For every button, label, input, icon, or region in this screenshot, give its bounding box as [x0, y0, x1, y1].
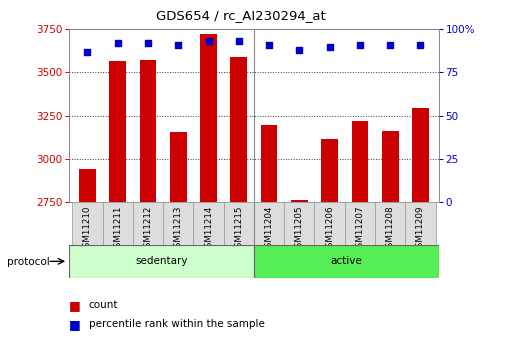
Bar — [382, 131, 399, 202]
Text: GSM11207: GSM11207 — [356, 205, 364, 253]
Text: protocol: protocol — [7, 257, 49, 266]
Text: count: count — [89, 300, 119, 310]
Bar — [321, 139, 338, 202]
Point — [83, 49, 91, 55]
Text: ■: ■ — [69, 299, 81, 312]
Point — [113, 40, 122, 46]
Bar — [109, 61, 126, 202]
Point — [356, 42, 364, 48]
Point — [174, 42, 182, 48]
Bar — [291, 200, 308, 202]
Text: GSM11204: GSM11204 — [265, 205, 273, 253]
Bar — [193, 202, 224, 245]
Bar — [405, 202, 436, 245]
Bar — [69, 245, 254, 278]
Text: sedentary: sedentary — [135, 256, 188, 266]
Bar — [345, 202, 375, 245]
Text: percentile rank within the sample: percentile rank within the sample — [89, 319, 265, 329]
Bar — [224, 202, 254, 245]
Bar — [140, 60, 156, 202]
Text: active: active — [330, 256, 362, 266]
Bar — [230, 57, 247, 202]
Bar — [103, 202, 133, 245]
Bar — [163, 202, 193, 245]
Text: GSM11213: GSM11213 — [174, 205, 183, 253]
Bar — [200, 34, 217, 202]
Point — [265, 42, 273, 48]
Text: GSM11214: GSM11214 — [204, 205, 213, 253]
Point — [386, 42, 394, 48]
Text: GSM11210: GSM11210 — [83, 205, 92, 253]
Bar — [375, 202, 405, 245]
Text: GSM11211: GSM11211 — [113, 205, 122, 253]
Point — [326, 44, 334, 49]
Bar — [170, 132, 187, 202]
Text: GSM11209: GSM11209 — [416, 205, 425, 253]
Text: ■: ■ — [69, 318, 81, 331]
Text: GSM11215: GSM11215 — [234, 205, 243, 253]
Bar — [314, 202, 345, 245]
Text: GDS654 / rc_AI230294_at: GDS654 / rc_AI230294_at — [156, 9, 326, 22]
Text: GSM11205: GSM11205 — [295, 205, 304, 253]
Bar — [79, 169, 96, 202]
Bar — [133, 202, 163, 245]
Bar — [261, 125, 278, 202]
Bar — [254, 202, 284, 245]
Bar — [284, 202, 314, 245]
Bar — [351, 121, 368, 202]
Text: GSM11206: GSM11206 — [325, 205, 334, 253]
Point — [144, 40, 152, 46]
Point — [234, 39, 243, 44]
Text: GSM11212: GSM11212 — [144, 205, 152, 253]
Point — [204, 39, 212, 44]
Bar — [72, 202, 103, 245]
Bar — [254, 245, 439, 278]
Point — [417, 42, 425, 48]
Point — [295, 47, 304, 53]
Bar — [412, 108, 429, 202]
Text: GSM11208: GSM11208 — [386, 205, 394, 253]
